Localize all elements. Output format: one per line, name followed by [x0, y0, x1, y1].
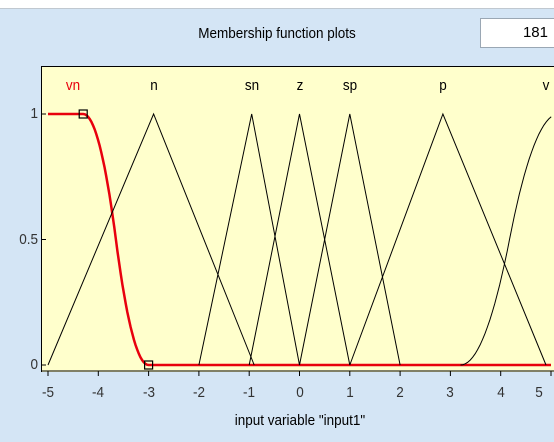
y-tick-label: 1 — [30, 105, 38, 122]
mf-label-vn[interactable]: vn — [66, 77, 81, 94]
mf-label-p[interactable]: p — [439, 77, 447, 94]
mf-curve-z — [248, 113, 351, 366]
membership-plot-area[interactable] — [41, 66, 554, 372]
mf-label-z[interactable]: z — [296, 77, 303, 94]
mf-handle — [78, 109, 88, 119]
x-tick-label: 4 — [496, 384, 505, 401]
mf-curve-sn — [198, 113, 300, 366]
x-tick-label: 1 — [346, 384, 354, 401]
x-tick-label: -3 — [142, 384, 155, 401]
plot-title: Membership function plots — [198, 25, 356, 42]
plot-points-field[interactable]: 181 — [480, 18, 554, 48]
mf-curve-sp — [299, 113, 401, 366]
mf-curve-n — [47, 112, 255, 366]
window-top-border — [0, 0, 554, 9]
x-axis-title: input variable "input1" — [234, 412, 366, 429]
x-tick-label: -5 — [41, 384, 55, 401]
mf-curve-vp — [460, 116, 552, 366]
mf-curve-vn — [48, 112, 551, 367]
mf-label-sn[interactable]: sn — [244, 77, 259, 94]
x-tick-label: 0 — [295, 384, 304, 401]
mf-label-sp[interactable]: sp — [342, 77, 357, 94]
x-tick-label: 5 — [535, 384, 543, 401]
x-tick-label: 2 — [396, 384, 404, 401]
x-tick-label: -1 — [243, 384, 256, 401]
x-tick-label: -2 — [192, 384, 205, 401]
mf-label-v[interactable]: v — [542, 77, 550, 94]
y-tick-label: 0.5 — [19, 230, 38, 248]
mf-handle — [144, 360, 154, 370]
mf-label-n[interactable]: n — [149, 77, 158, 94]
x-tick-label: -4 — [92, 384, 105, 401]
x-tick-label: 3 — [446, 384, 455, 401]
y-tick-label: 0 — [30, 356, 38, 373]
mf-curve-p — [349, 112, 547, 366]
